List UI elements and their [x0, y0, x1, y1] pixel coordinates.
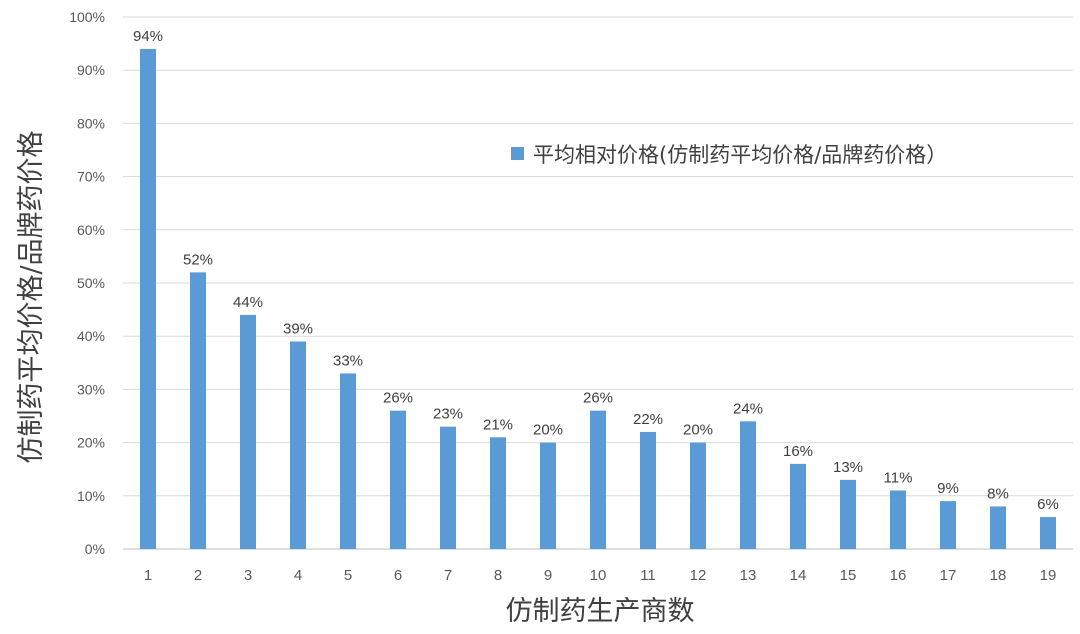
data-label: 39%: [283, 321, 313, 338]
data-label: 23%: [433, 406, 463, 423]
data-label: 9%: [937, 480, 959, 497]
bar: [340, 373, 356, 549]
x-tick-label: 5: [344, 567, 352, 584]
bar: [140, 48, 156, 550]
data-label: 21%: [483, 416, 513, 433]
bar: [840, 479, 856, 549]
x-tick-label: 10: [590, 567, 607, 584]
bar: [690, 442, 706, 549]
x-axis-ticks: 1 2 3 4 5 6 7 8 9 10 11 12 13 14 15 16 17 18 19: [144, 567, 1057, 584]
y-tick-label: 60%: [77, 222, 105, 238]
data-label: 26%: [383, 390, 413, 407]
x-tick-label: 17: [940, 567, 957, 584]
data-label: 16%: [783, 443, 813, 460]
data-label: 22%: [633, 411, 663, 428]
legend-swatch: [511, 147, 524, 160]
bar: [440, 426, 456, 549]
bar: [540, 442, 556, 549]
data-label: 6%: [1037, 496, 1059, 513]
y-tick-label: 80%: [77, 115, 105, 131]
y-tick-label: 0%: [85, 541, 105, 557]
data-label: 94%: [133, 28, 163, 45]
x-tick-label: 15: [840, 567, 857, 584]
y-tick-label: 50%: [77, 275, 105, 291]
y-tick-label: 90%: [77, 62, 105, 78]
y-tick-label: 30%: [77, 381, 105, 397]
data-label: 24%: [733, 400, 763, 417]
bar: [290, 341, 306, 549]
y-tick-label: 100%: [69, 9, 105, 25]
x-tick-label: 19: [1040, 567, 1057, 584]
x-tick-label: 2: [194, 567, 202, 584]
bar: [240, 314, 256, 549]
legend-label: 平均相对价格(仿制药平均价格/品牌药价格）: [533, 143, 947, 167]
bar: [790, 463, 806, 549]
bar: [1040, 517, 1056, 549]
bar: [390, 410, 406, 549]
x-tick-label: 12: [690, 567, 707, 584]
x-tick-label: 18: [990, 567, 1007, 584]
x-tick-label: 14: [790, 567, 807, 584]
y-axis-ticks: 0% 10% 20% 30% 40% 50% 60% 70% 80% 90% 100%: [69, 9, 105, 557]
bar: [590, 410, 606, 549]
data-label: 44%: [233, 294, 263, 311]
x-tick-label: 8: [494, 567, 502, 584]
data-label: 11%: [884, 469, 913, 486]
y-tick-label: 40%: [77, 328, 105, 344]
y-tick-label: 10%: [77, 488, 105, 504]
bar: [890, 490, 906, 549]
data-label: 20%: [533, 422, 563, 439]
x-tick-label: 16: [890, 567, 907, 584]
bar: [640, 431, 656, 549]
x-tick-label: 3: [244, 567, 252, 584]
data-labels: 94% 52% 44% 39% 33% 26% 23% 21% 20% 26% 22% 20% 24% 1…: [133, 28, 1059, 513]
data-label: 20%: [683, 422, 713, 439]
data-label: 33%: [333, 352, 363, 369]
data-label: 26%: [583, 390, 613, 407]
y-tick-label: 20%: [77, 435, 105, 451]
y-tick-label: 70%: [77, 169, 105, 185]
bar: [740, 421, 756, 549]
x-tick-label: 4: [294, 567, 302, 584]
data-label: 8%: [987, 485, 1009, 502]
bar: [190, 272, 206, 549]
bar: [940, 501, 956, 549]
y-axis-title: 仿制药平均价格/品牌药价格: [16, 130, 47, 463]
bar: [490, 437, 506, 549]
legend: 平均相对价格(仿制药平均价格/品牌药价格）: [511, 143, 947, 167]
data-label: 13%: [833, 459, 863, 476]
bar: [990, 506, 1006, 549]
x-tick-label: 9: [544, 567, 552, 584]
x-axis-title: 仿制药生产商数: [506, 596, 695, 627]
x-tick-label: 13: [740, 567, 757, 584]
x-tick-label: 1: [144, 567, 152, 584]
gridlines: [123, 16, 1073, 550]
data-label: 52%: [183, 251, 213, 268]
x-tick-label: 11: [640, 567, 656, 584]
x-tick-label: 7: [444, 567, 452, 584]
bars: [140, 48, 1056, 550]
x-tick-label: 6: [394, 567, 402, 584]
